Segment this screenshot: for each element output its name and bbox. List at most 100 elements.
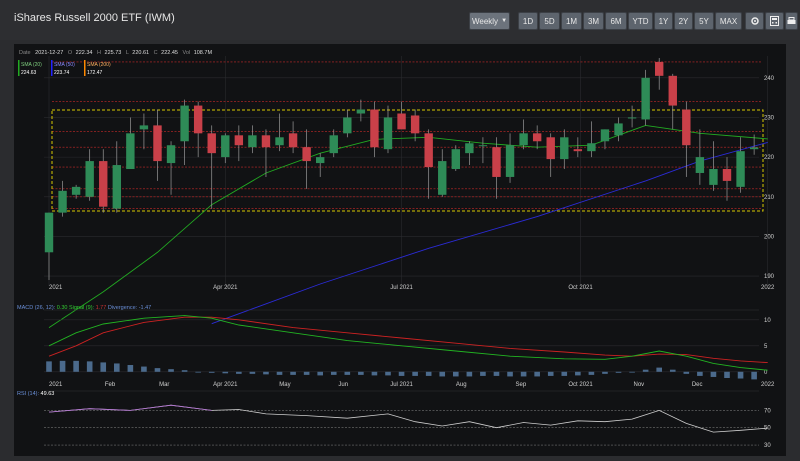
candle-body — [478, 145, 488, 147]
macd-histogram-bar — [669, 369, 676, 372]
range-button-2y[interactable]: 2Y — [674, 12, 693, 30]
rsi-overbought-segment — [48, 404, 212, 413]
chart-svg[interactable]: 190 200 210 220 230 240 0 5 10 30 50 70 2021 Apr 2… — [14, 44, 786, 456]
top-bar: iShares Russell 2000 ETF (IWM) Weekly ▼ … — [0, 0, 800, 40]
macd-x-tick-label: May — [279, 382, 290, 388]
macd-histogram-bar — [303, 371, 310, 375]
macd-x-tick-label: Mar — [159, 382, 169, 388]
interval-dropdown[interactable]: Weekly ▼ — [469, 12, 510, 30]
macd-histogram-bar — [629, 371, 635, 373]
candle-body — [655, 61, 664, 76]
candle-body — [126, 133, 135, 170]
range-button-1d[interactable]: 1D — [518, 12, 538, 30]
macd-histogram-bar — [100, 362, 107, 372]
candle-body — [99, 161, 108, 207]
candle-body — [71, 186, 81, 195]
macd-x-tick-label: Apr 2021 — [213, 382, 238, 388]
sma20-value: 224.63 — [21, 70, 37, 76]
candle-body — [695, 157, 705, 173]
candle-body — [288, 133, 298, 148]
price-tick-label: 210 — [764, 195, 775, 201]
macd-histogram-bar — [127, 365, 134, 372]
candle-body — [316, 157, 325, 164]
candle-body — [112, 165, 121, 209]
range-button-5d[interactable]: 5D — [539, 12, 560, 30]
candle-body — [193, 105, 203, 134]
candle-body — [383, 117, 393, 150]
candle-body — [627, 117, 637, 119]
candle-body — [573, 149, 583, 152]
rsi-legend: RSI (14): 49.63 — [17, 391, 54, 397]
rsi-tick-label: 70 — [764, 408, 771, 414]
rsi-tick-label: 30 — [764, 443, 771, 449]
settings-icon[interactable] — [745, 12, 764, 30]
range-button-3m[interactable]: 3M — [583, 12, 604, 30]
macd-histogram-bar — [249, 371, 256, 374]
candle-body — [451, 149, 460, 170]
macd-histogram-bar — [276, 371, 283, 375]
candle-body — [722, 169, 732, 181]
candle-body — [234, 135, 244, 146]
macd-x-tick-label: 2021 — [49, 382, 63, 388]
candle-body — [153, 125, 162, 162]
candle-body — [302, 147, 311, 162]
candle-body — [736, 151, 745, 187]
candle-body — [139, 125, 149, 130]
macd-histogram-bar — [73, 360, 79, 372]
macd-histogram-bar — [547, 371, 554, 376]
macd-x-tick-label: Jul 2021 — [390, 382, 413, 388]
sma20-line — [48, 124, 768, 328]
macd-histogram-bar — [141, 366, 147, 372]
rsi-line — [48, 404, 768, 433]
chart-panel: 190 200 210 220 230 240 0 5 10 30 50 70 2021 Apr 2… — [14, 44, 786, 456]
candle-body — [58, 190, 67, 213]
price-tick-label: 190 — [764, 274, 775, 280]
calculator-icon[interactable] — [765, 12, 784, 30]
candle-body — [560, 137, 569, 160]
macd-histogram-bar — [480, 371, 486, 376]
candle-body — [85, 161, 94, 197]
candle-body — [546, 137, 555, 160]
ohlc-info: Date 2021-12-27 O 222.34 H 225.73 L 220.… — [19, 50, 212, 56]
print-icon[interactable] — [785, 12, 798, 30]
range-button-5y[interactable]: 5Y — [694, 12, 714, 30]
macd-histogram-bar — [290, 371, 296, 375]
candle-body — [356, 109, 366, 114]
candle-body — [261, 135, 271, 148]
macd-histogram-bar — [412, 371, 418, 376]
range-button-max[interactable]: MAX — [715, 12, 742, 30]
macd-histogram-bar — [385, 371, 391, 376]
range-button-6m[interactable]: 6M — [605, 12, 627, 30]
range-button-1y[interactable]: 1Y — [654, 12, 673, 30]
macd-histogram-bar — [697, 371, 703, 376]
range-button-1m[interactable]: 1M — [561, 12, 582, 30]
macd-histogram-bar — [168, 369, 174, 372]
macd-histogram-bar — [453, 371, 459, 377]
candle-body — [166, 145, 176, 164]
macd-histogram-bar — [439, 371, 446, 377]
macd-tick-label: 0 — [764, 370, 768, 376]
sma20-label: SMA (20) — [21, 62, 42, 68]
macd-histogram-bar — [181, 370, 188, 372]
macd-x-tick-label: Jun — [338, 382, 348, 388]
price-x-tick-label: Oct 2021 — [568, 285, 593, 291]
candle-body — [682, 109, 691, 146]
macd-histogram-bar — [114, 363, 120, 372]
sma50-line — [211, 141, 768, 325]
rsi-tick-label: 50 — [764, 426, 771, 432]
macd-histogram-bar — [615, 371, 622, 373]
candle-body — [465, 143, 474, 154]
candle-body — [600, 129, 610, 142]
macd-histogram-bar — [561, 371, 568, 376]
candle-body — [221, 135, 230, 158]
macd-tick-label: 10 — [764, 318, 771, 324]
macd-histogram-bar — [751, 371, 757, 380]
candle-body — [343, 117, 352, 134]
interval-label: Weekly — [471, 16, 499, 26]
macd-histogram-bar — [330, 371, 337, 375]
sma50-label: SMA (50) — [54, 62, 75, 68]
macd-histogram-bar — [602, 371, 608, 374]
macd-x-tick-label: Nov — [634, 382, 645, 388]
range-button-ytd[interactable]: YTD — [628, 12, 653, 30]
macd-histogram-bar — [59, 360, 66, 372]
